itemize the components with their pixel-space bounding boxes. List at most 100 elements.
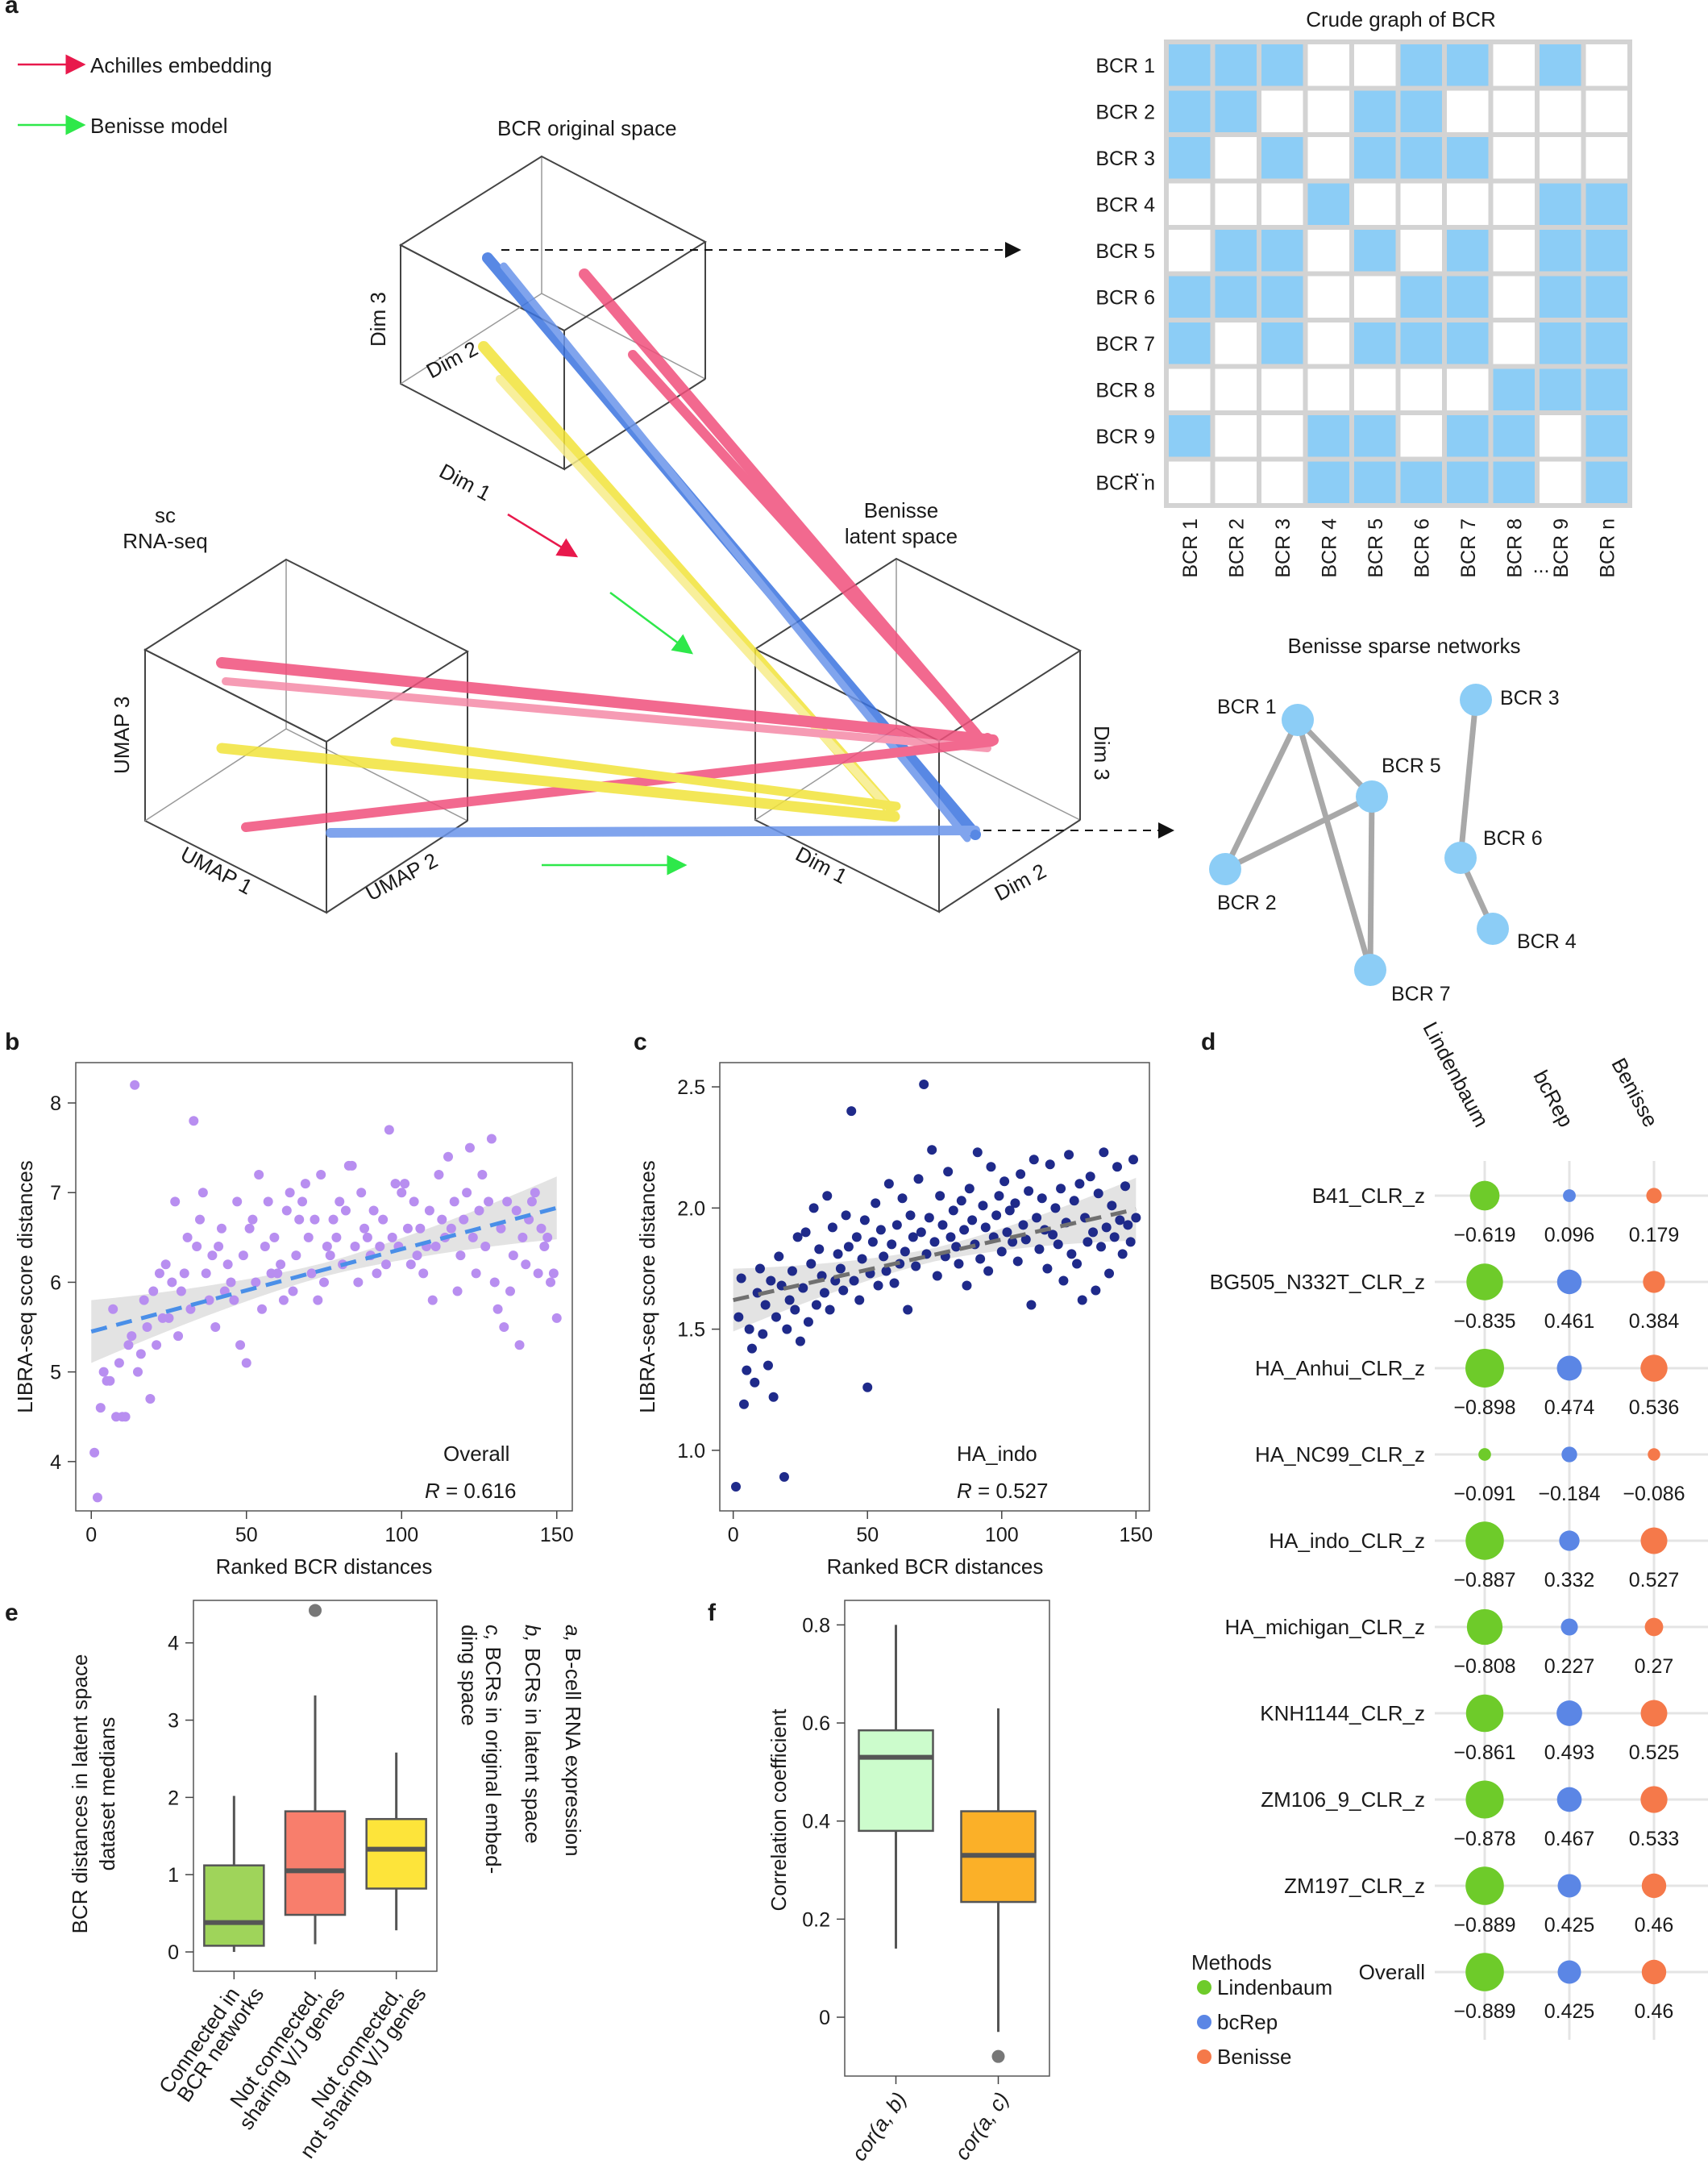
bubble bbox=[1557, 1874, 1581, 1898]
data-point bbox=[1029, 1155, 1039, 1165]
data-point bbox=[98, 1367, 109, 1377]
data-point bbox=[390, 1179, 401, 1189]
bubble-value: 0.493 bbox=[1544, 1741, 1595, 1764]
bubble-value: 0.533 bbox=[1629, 1828, 1680, 1850]
data-point bbox=[932, 1271, 942, 1281]
heatmap-cell bbox=[1493, 90, 1535, 132]
data-point bbox=[114, 1358, 124, 1368]
data-point bbox=[316, 1170, 326, 1180]
data-point bbox=[851, 1232, 862, 1242]
data-point bbox=[972, 1147, 983, 1158]
plot-c-annotation: HA_indo bbox=[957, 1442, 1037, 1466]
heatmap-cell bbox=[1400, 137, 1442, 179]
heatmap-cell bbox=[1169, 183, 1211, 225]
umap3-label: UMAP 3 bbox=[110, 697, 134, 774]
band-pink-3 bbox=[216, 657, 999, 746]
data-point bbox=[1058, 1275, 1069, 1286]
latent-title-2: latent space bbox=[845, 524, 958, 548]
data-point bbox=[418, 1268, 429, 1279]
y-tick-label: 0 bbox=[819, 2007, 830, 2029]
heatmap-cell bbox=[1169, 276, 1211, 318]
data-point bbox=[733, 1312, 744, 1322]
heatmap-cell bbox=[1307, 461, 1349, 503]
heatmap-cell bbox=[1261, 368, 1303, 410]
heatmap-cell bbox=[1307, 415, 1349, 457]
data-point bbox=[381, 1259, 391, 1270]
heatmap-cell bbox=[1447, 230, 1489, 272]
data-point bbox=[492, 1304, 503, 1314]
data-point bbox=[975, 1254, 986, 1264]
data-point bbox=[956, 1196, 966, 1206]
latent-dim1-label: Dim 1 bbox=[792, 842, 851, 888]
heatmap-col-label: BCR 3 bbox=[1272, 518, 1295, 578]
data-point bbox=[1008, 1237, 1018, 1247]
heatmap-cell bbox=[1447, 90, 1489, 132]
data-point bbox=[502, 1196, 513, 1207]
heatmap-cell bbox=[1169, 230, 1211, 272]
box bbox=[284, 1810, 347, 1916]
data-point bbox=[452, 1286, 463, 1296]
plot-area bbox=[89, 1080, 562, 1503]
data-point bbox=[139, 1295, 149, 1305]
box bbox=[858, 1729, 934, 1833]
data-point bbox=[474, 1205, 484, 1216]
network-edge bbox=[1295, 719, 1373, 971]
data-point bbox=[766, 1275, 776, 1286]
legend-label: Benisse bbox=[1217, 2045, 1292, 2069]
data-point bbox=[1123, 1220, 1133, 1230]
heatmap-cell bbox=[1540, 90, 1581, 132]
band-blue-3 bbox=[326, 826, 980, 838]
heatmap-cell bbox=[1585, 137, 1627, 179]
heatmap-cell bbox=[1493, 368, 1535, 410]
heatmap-cell bbox=[1215, 322, 1257, 364]
bubble-value: 0.27 bbox=[1635, 1655, 1674, 1678]
panel-a: a Achilles embedding Benisse model BCR o… bbox=[5, 0, 1632, 1005]
data-point bbox=[1002, 1227, 1012, 1238]
crude-graph-title: Crude graph of BCR bbox=[1306, 7, 1496, 31]
data-point bbox=[405, 1259, 416, 1270]
network-node-label: BCR 2 bbox=[1217, 892, 1277, 914]
band-yellow-2 bbox=[496, 375, 899, 818]
data-point bbox=[1120, 1181, 1131, 1192]
bubble-matrix: Lindenbaum bcRep Benisse B41_CLR_z −0.619 0.0… bbox=[1210, 1017, 1708, 2040]
legend-label: bcRep bbox=[1217, 2010, 1278, 2034]
legend-dot bbox=[1197, 1980, 1211, 1995]
plot-b-r-value: = 0.616 bbox=[440, 1479, 517, 1503]
data-point bbox=[937, 1220, 948, 1230]
data-point bbox=[808, 1203, 819, 1213]
data-point bbox=[160, 1259, 171, 1270]
data-point bbox=[179, 1268, 189, 1279]
embedding-bands bbox=[216, 252, 999, 843]
data-point bbox=[135, 1349, 146, 1359]
data-point bbox=[464, 1142, 475, 1153]
data-point bbox=[347, 1160, 357, 1171]
data-point bbox=[269, 1232, 280, 1242]
x-tick-label: 150 bbox=[540, 1524, 574, 1546]
data-point bbox=[514, 1340, 525, 1350]
data-point bbox=[782, 1324, 792, 1334]
heatmap-col-label: BCR 7 bbox=[1457, 518, 1480, 578]
data-point bbox=[517, 1232, 528, 1242]
data-point bbox=[771, 1312, 781, 1322]
bubble bbox=[1465, 1866, 1504, 1905]
data-point bbox=[294, 1214, 305, 1225]
methods-legend: Lindenbaum bcRep Benisse bbox=[1197, 1975, 1332, 2069]
heatmap-cell bbox=[1307, 90, 1349, 132]
data-point bbox=[511, 1205, 522, 1216]
data-point bbox=[1018, 1220, 1029, 1230]
bcr-original-title: BCR original space bbox=[497, 116, 677, 140]
data-point bbox=[1012, 1256, 1023, 1267]
data-point bbox=[758, 1329, 768, 1339]
data-point bbox=[521, 1259, 531, 1270]
note-a-text: B-cell RNA expression bbox=[561, 1642, 585, 1857]
data-point bbox=[862, 1382, 873, 1392]
bubble bbox=[1643, 1271, 1665, 1293]
bubble bbox=[1640, 1354, 1668, 1382]
data-point bbox=[803, 1317, 813, 1327]
data-point bbox=[1045, 1159, 1055, 1170]
bubble bbox=[1465, 1780, 1504, 1819]
data-point bbox=[1115, 1215, 1125, 1225]
panel-d: d Lindenbaum bcRep Benisse B41_CLR_z −0.619 0… bbox=[1191, 1017, 1708, 2069]
data-point bbox=[92, 1492, 102, 1503]
plot-b-r-symbol: R bbox=[425, 1479, 440, 1503]
